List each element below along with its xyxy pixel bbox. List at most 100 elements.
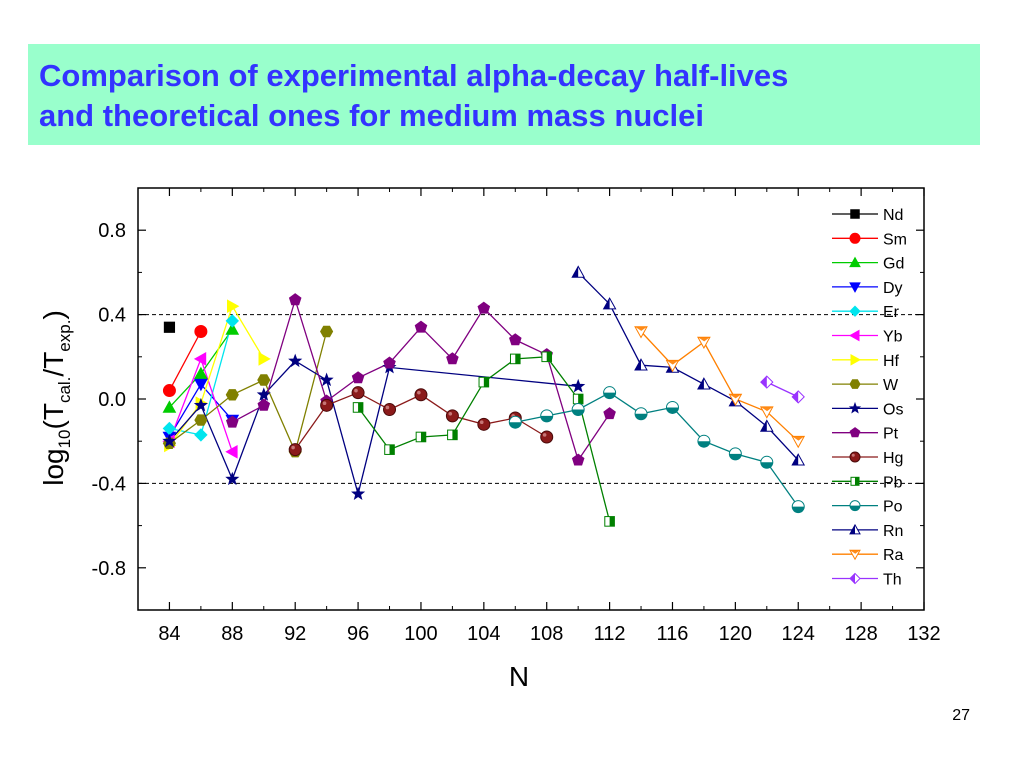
point-pb bbox=[541, 351, 553, 363]
point-po bbox=[634, 407, 648, 421]
legend-item-sm: Sm bbox=[832, 231, 907, 248]
point-ra bbox=[697, 336, 711, 350]
point-er bbox=[225, 314, 240, 328]
legend-label-hg: Hg bbox=[883, 450, 903, 467]
legend-label-yb: Yb bbox=[883, 329, 903, 346]
point-po bbox=[508, 415, 522, 429]
point-os bbox=[288, 353, 303, 368]
legend-label-ra: Ra bbox=[883, 547, 904, 564]
x-tick-label: 108 bbox=[530, 623, 563, 645]
series-line-ra bbox=[640, 331, 799, 442]
point-rn bbox=[791, 453, 806, 466]
point-os bbox=[225, 471, 240, 486]
series-line-hf bbox=[168, 304, 265, 446]
point-po bbox=[791, 500, 805, 514]
point-pt bbox=[288, 293, 302, 306]
point-ra bbox=[728, 393, 743, 407]
point-po bbox=[728, 447, 742, 461]
legend-label-nd: Nd bbox=[883, 207, 903, 224]
point-dy bbox=[194, 378, 208, 392]
point-pb bbox=[384, 444, 395, 455]
point-hg bbox=[288, 443, 302, 457]
point-pt bbox=[226, 415, 239, 428]
point-os bbox=[571, 378, 586, 393]
point-w bbox=[257, 374, 271, 386]
legend-label-th: Th bbox=[883, 572, 902, 589]
point-ra bbox=[791, 435, 806, 449]
legend-item-hf: Hf bbox=[832, 353, 900, 370]
point-hg bbox=[445, 409, 459, 423]
legend-item-pb: Pb bbox=[832, 474, 903, 491]
axes: 84 88 92 96 100 104 108 112 116 120 124 128 132 0.8 0.… bbox=[92, 188, 941, 645]
legend-item-er: Er bbox=[832, 304, 900, 321]
legend-item-yb: Yb bbox=[832, 329, 903, 346]
legend-item-pt: Pt bbox=[832, 426, 899, 443]
point-hf bbox=[227, 299, 240, 314]
point-pb bbox=[352, 402, 364, 413]
point-po bbox=[571, 403, 585, 417]
x-tick-label: 128 bbox=[844, 623, 877, 645]
series-markers bbox=[162, 265, 806, 527]
legend-label-sm: Sm bbox=[883, 231, 907, 248]
point-gd bbox=[162, 400, 177, 413]
x-tick-label: 124 bbox=[782, 623, 815, 645]
point-rn bbox=[602, 297, 617, 310]
legend-label-os: Os bbox=[883, 401, 903, 418]
x-tick-label: 88 bbox=[221, 623, 243, 645]
point-pt bbox=[571, 453, 585, 466]
legend: Nd Sm Gd Dy Er Yb Hf W Os Pt Hg Pb Po Rn Ra Th bbox=[832, 207, 907, 589]
point-gd bbox=[225, 322, 240, 335]
point-os bbox=[351, 486, 366, 500]
point-w bbox=[194, 414, 208, 426]
x-tick-label: 112 bbox=[594, 623, 626, 645]
point-os bbox=[193, 397, 208, 412]
x-axis-label: N bbox=[509, 661, 529, 692]
point-rn bbox=[634, 358, 648, 371]
legend-label-pb: Pb bbox=[883, 474, 903, 491]
x-tick-label: 116 bbox=[657, 623, 689, 645]
series-line-rn bbox=[577, 271, 799, 461]
point-pb bbox=[478, 376, 490, 388]
point-ra bbox=[665, 359, 680, 373]
y-tick-label: 0.4 bbox=[98, 305, 126, 327]
point-sm bbox=[162, 384, 176, 398]
point-hg bbox=[383, 403, 397, 417]
slide-title-line-2: and theoretical ones for medium mass nuc… bbox=[39, 98, 704, 133]
legend-item-po: Po bbox=[832, 499, 903, 516]
page-number: 27 bbox=[952, 707, 970, 724]
legend-item-hg: Hg bbox=[832, 450, 903, 467]
point-th bbox=[791, 390, 805, 404]
point-pt bbox=[257, 398, 271, 411]
point-hg bbox=[351, 386, 365, 400]
point-pt bbox=[446, 352, 459, 365]
point-hg bbox=[320, 398, 334, 412]
legend-label-po: Po bbox=[883, 499, 903, 516]
plot-frame bbox=[137, 187, 925, 611]
point-po bbox=[760, 455, 774, 469]
point-pb bbox=[572, 393, 584, 405]
x-tick-label: 84 bbox=[158, 623, 180, 645]
x-tick-label: 120 bbox=[719, 623, 752, 645]
slide-title-line-1: Comparison of experimental alpha-decay h… bbox=[39, 58, 789, 93]
point-pb bbox=[447, 429, 458, 441]
point-pb bbox=[604, 516, 615, 527]
y-tick-label: -0.4 bbox=[92, 473, 126, 495]
point-rn bbox=[759, 419, 774, 432]
point-pt bbox=[477, 301, 491, 314]
x-tick-label: 96 bbox=[347, 623, 369, 645]
series-line-w bbox=[169, 331, 328, 454]
legend-item-gd: Gd bbox=[832, 256, 904, 273]
point-os bbox=[162, 433, 177, 448]
point-th bbox=[760, 375, 774, 389]
point-ra bbox=[634, 326, 648, 339]
legend-label-er: Er bbox=[883, 304, 900, 321]
y-tick-label: -0.8 bbox=[92, 558, 126, 580]
point-po bbox=[540, 409, 554, 423]
point-nd bbox=[163, 321, 176, 333]
point-os bbox=[319, 372, 334, 387]
point-po bbox=[603, 386, 617, 400]
point-po bbox=[665, 400, 679, 414]
slide-title-box: Comparison of experimental alpha-decay h… bbox=[28, 44, 980, 145]
point-sm bbox=[194, 324, 208, 338]
